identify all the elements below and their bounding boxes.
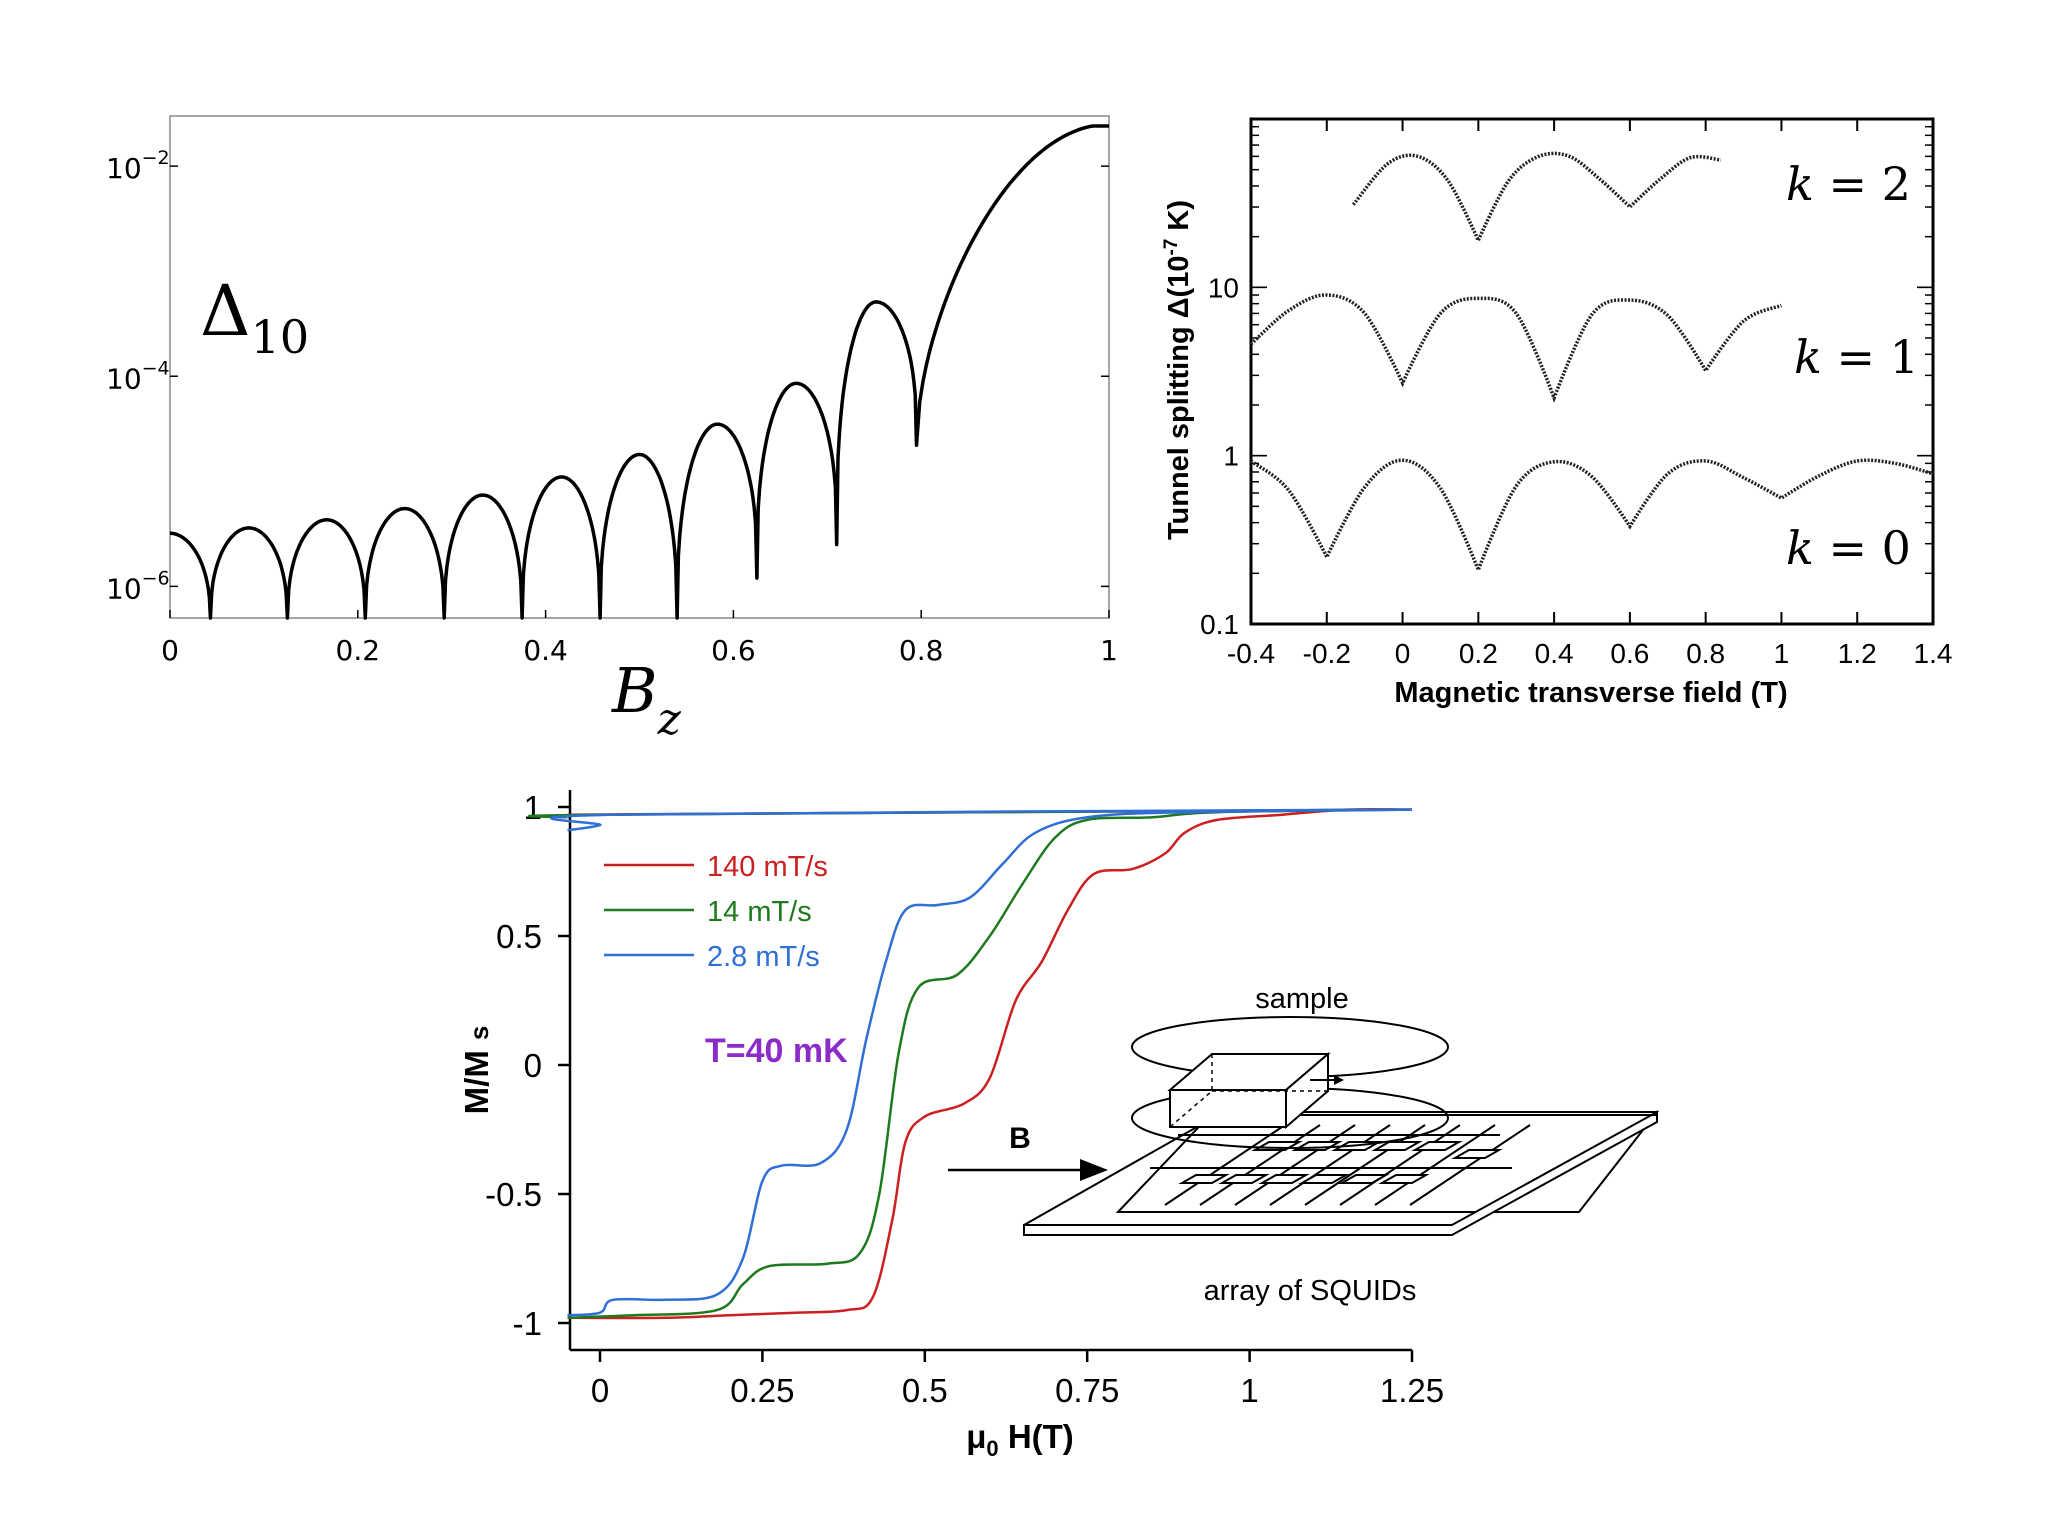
delta10-y-ticks: 10−2 10−4 10−6 bbox=[106, 147, 1109, 605]
mag-x-tick-label: 0.25 bbox=[730, 1372, 794, 1409]
tunnel-series-label: k = 1 bbox=[1794, 330, 1919, 384]
mag-y-tick-label: 0.5 bbox=[496, 918, 542, 955]
tunnel-x-tick-label: -0.2 bbox=[1303, 638, 1351, 669]
tunnel-y-ticks: 0.1 1 10 bbox=[1200, 118, 1933, 640]
mag-series-line bbox=[567, 807, 1413, 1320]
mag-series bbox=[528, 807, 1413, 1320]
mag-y-tick-label: -1 bbox=[513, 1305, 542, 1342]
delta10-x-tick-label: 0.4 bbox=[523, 634, 568, 667]
delta10-y-tick-label: 10−4 bbox=[106, 357, 170, 395]
squid-pad bbox=[1178, 1174, 1230, 1184]
field-label: B bbox=[1009, 1122, 1031, 1155]
tunnel-series-label: k = 0 bbox=[1786, 521, 1911, 575]
tunnel-x-tick-label: 1.2 bbox=[1838, 638, 1877, 669]
delta10-x-tick-label: 0.6 bbox=[711, 634, 756, 667]
squid-pad bbox=[1451, 1149, 1503, 1159]
sample-block-front bbox=[1169, 1089, 1287, 1128]
delta10-x-tick-label: 0.8 bbox=[899, 634, 944, 667]
tunnel-x-tick-label: 1.4 bbox=[1914, 638, 1953, 669]
squid-pad bbox=[1378, 1174, 1430, 1184]
delta10-x-tick-label: 0.2 bbox=[336, 634, 381, 667]
mag-x-tick-label: 0 bbox=[591, 1372, 609, 1409]
tunnel-x-tick-label: 0.2 bbox=[1459, 638, 1498, 669]
temperature-annotation: T=40 mK bbox=[705, 1032, 848, 1070]
bz-xlabel: Bz bbox=[611, 654, 682, 745]
mag-x-ticks: 0 0.25 0.5 0.75 1 1.25 bbox=[591, 1350, 1444, 1409]
squid-schematic: B sample array of SQUIDs bbox=[948, 983, 1660, 1307]
mag-x-tick-label: 0.5 bbox=[902, 1372, 948, 1409]
squid-pad bbox=[1338, 1174, 1390, 1184]
squid-pad bbox=[1411, 1141, 1463, 1151]
mag-legend: 140 mT/s 14 mT/s 2.8 mT/s bbox=[604, 851, 828, 973]
mag-xlabel: μ0 H(T) bbox=[966, 1418, 1074, 1461]
mag-ylabel: M/Ms bbox=[458, 1026, 495, 1115]
mag-series-line bbox=[567, 808, 1413, 1320]
mag-x-tick-label: 1.25 bbox=[1380, 1372, 1444, 1409]
delta10-plot-frame bbox=[169, 115, 1110, 619]
squid-pad bbox=[1218, 1174, 1270, 1184]
tunnel-series-label: k = 2 bbox=[1786, 157, 1911, 211]
mag-series-line bbox=[567, 808, 1413, 1317]
delta10-x-ticks: 0 0.2 0.4 0.6 0.8 1 bbox=[161, 610, 1118, 667]
squid-array-label: array of SQUIDs bbox=[1204, 1275, 1417, 1307]
squid-pad bbox=[1298, 1174, 1350, 1184]
mag-x-tick-label: 1 bbox=[1240, 1372, 1258, 1409]
tunnel-x-tick-label: 0.6 bbox=[1610, 638, 1649, 669]
tunnel-series-line bbox=[1249, 293, 1783, 404]
tunnel-xlabel: Magnetic transverse field (T) bbox=[1394, 677, 1787, 709]
delta10-ylabel: Δ10 bbox=[200, 270, 309, 364]
tunnel-y-tick-label: 1 bbox=[1223, 441, 1239, 472]
tunnel-x-tick-label: 0 bbox=[1395, 638, 1411, 669]
tunnel-x-ticks: -0.4 -0.2 0 0.2 0.4 0.6 0.8 1 1.2 1.4 bbox=[1227, 119, 1953, 669]
mag-y-tick-label: 0 bbox=[524, 1047, 542, 1084]
mag-legend-label: 2.8 mT/s bbox=[707, 941, 820, 973]
squid-pad bbox=[1371, 1141, 1423, 1151]
delta10-x-tick-label: 1 bbox=[1100, 634, 1118, 667]
tunnel-series-labels: k = 2 k = 1 k = 0 bbox=[1786, 157, 1919, 575]
mag-y-ticks: 1 0.5 0 -0.5 -1 bbox=[485, 789, 570, 1342]
delta10-panel: 0 0.2 0.4 0.6 0.8 1 10−2 10−4 10−6 Δ10 Bz bbox=[106, 115, 1118, 745]
tunnel-y-tick-label: 10 bbox=[1208, 272, 1239, 303]
mag-y-tick-label: -0.5 bbox=[485, 1176, 542, 1213]
mag-y-tick-label: 1 bbox=[524, 789, 542, 826]
mag-x-tick-label: 0.75 bbox=[1055, 1372, 1119, 1409]
delta10-y-tick-label: 10−2 bbox=[106, 147, 170, 185]
mag-legend-label: 140 mT/s bbox=[707, 851, 828, 883]
magnetization-panel: 0 0.25 0.5 0.75 1 1.25 10.50-0.5-1 140 mT/s14… bbox=[458, 789, 1660, 1461]
tunnel-series-line bbox=[1249, 458, 1934, 575]
tunnel-x-tick-label: 0.8 bbox=[1686, 638, 1725, 669]
tunnel-x-tick-label: -0.4 bbox=[1227, 638, 1275, 669]
tunnel-x-tick-label: 0.4 bbox=[1535, 638, 1574, 669]
sample-label: sample bbox=[1255, 983, 1349, 1015]
tunnel-series-line bbox=[1351, 151, 1722, 245]
tunnel-y-tick-label: 0.1 bbox=[1200, 609, 1239, 640]
mag-series-return-line bbox=[549, 808, 1413, 832]
tunnel-plot-frame bbox=[1249, 117, 1935, 626]
tunnel-ylabel: Tunnel splitting Δ(10-7 K) bbox=[1161, 200, 1195, 540]
squid-pad bbox=[1258, 1174, 1310, 1184]
delta10-x-tick-label: 0 bbox=[161, 634, 179, 667]
delta10-y-tick-label: 10−6 bbox=[106, 567, 170, 605]
tunnel-x-tick-label: 1 bbox=[1774, 638, 1790, 669]
delta10-curve bbox=[169, 124, 1109, 620]
tunnel-series bbox=[1249, 151, 1934, 575]
mag-legend-label: 14 mT/s bbox=[707, 896, 812, 928]
squid-chip-edge bbox=[1023, 1110, 1658, 1236]
tunnel-splitting-panel: -0.4 -0.2 0 0.2 0.4 0.6 0.8 1 1.2 1.4 0.1 1 10 k = … bbox=[1161, 117, 1953, 709]
